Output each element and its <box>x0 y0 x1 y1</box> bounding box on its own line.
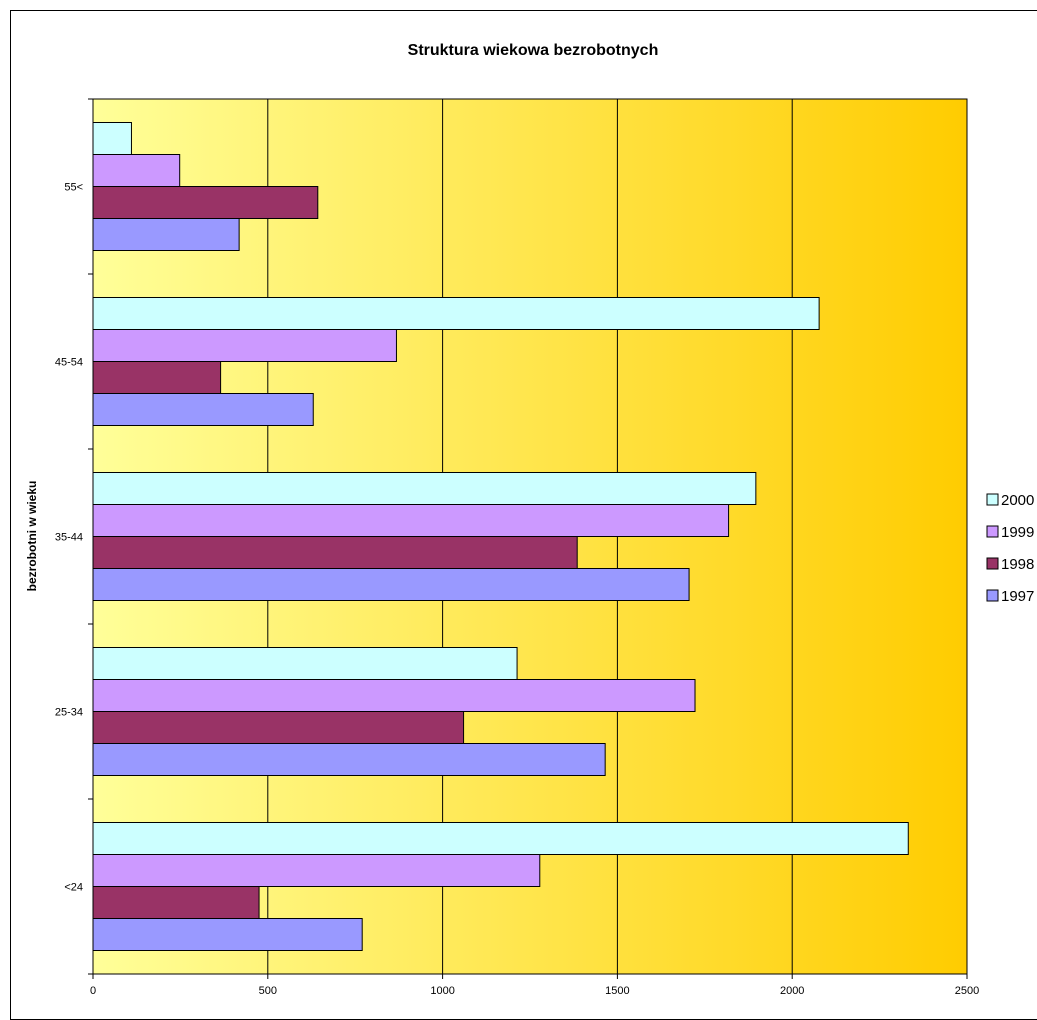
axes <box>88 98 968 979</box>
x-tick-labels: 0 500 1000 1500 2000 2500 <box>90 985 979 997</box>
bar-1997-35-44 <box>92 568 690 601</box>
bar-1999-25-34 <box>92 679 696 712</box>
bar-1998-45-54 <box>92 361 222 394</box>
bar-1997-<24 <box>92 918 363 951</box>
legend-label-2000: 2000 <box>1001 492 1034 509</box>
legend-swatch-2000 <box>986 493 999 506</box>
y-tick-label: 45-54 <box>55 357 83 369</box>
y-axis-label: bezrobotni w wieku <box>25 481 39 592</box>
x-tick-label: 0 <box>90 985 96 997</box>
legend-swatch-1997 <box>986 589 999 602</box>
x-tick-label: 500 <box>259 985 277 997</box>
chart-title: Struktura wiekowa bezrobotnych <box>408 42 659 59</box>
legend-label-1999: 1999 <box>1001 524 1034 541</box>
bar-1998-<24 <box>92 886 260 919</box>
y-tick-labels: <24 25-34 35-44 45-54 55< <box>55 182 83 894</box>
bar-2000-45-54 <box>92 297 820 330</box>
bar-2000-25-34 <box>92 647 518 680</box>
y-tick-label: <24 <box>64 882 83 894</box>
bar-1998-55< <box>92 186 319 219</box>
bar-2000-<24 <box>92 822 909 855</box>
bar-1997-55< <box>92 218 240 251</box>
bar-1999-35-44 <box>92 504 730 537</box>
legend-label-1997: 1997 <box>1001 588 1034 605</box>
bar-1999-55< <box>92 154 181 187</box>
bar-1998-35-44 <box>92 536 578 569</box>
bar-1997-45-54 <box>92 393 314 426</box>
bar-1999-<24 <box>92 854 541 887</box>
bar-2000-35-44 <box>92 472 757 505</box>
x-tick-label: 1000 <box>430 985 454 997</box>
y-tick-label: 35-44 <box>55 532 83 544</box>
bars <box>92 122 909 951</box>
x-tick-label: 1500 <box>605 985 629 997</box>
legend-swatch-1999 <box>986 525 999 538</box>
bar-1997-25-34 <box>92 743 606 776</box>
y-tick-label: 55< <box>64 182 83 194</box>
bar-1999-45-54 <box>92 329 397 362</box>
x-tick-label: 2500 <box>955 985 979 997</box>
legend-swatch-1998 <box>986 557 999 570</box>
legend: 2000 1999 1998 1997 <box>986 492 1034 605</box>
legend-label-1998: 1998 <box>1001 556 1034 573</box>
y-tick-label: 25-34 <box>55 707 83 719</box>
x-tick-label: 2000 <box>780 985 804 997</box>
bar-2000-55< <box>92 122 132 155</box>
bar-1998-25-34 <box>92 711 465 744</box>
